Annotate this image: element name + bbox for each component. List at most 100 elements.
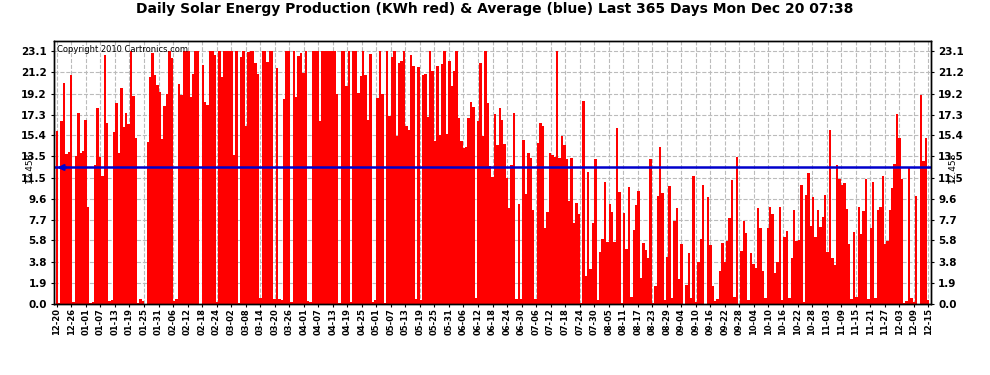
Bar bbox=[920, 94, 923, 304]
Bar bbox=[403, 51, 405, 304]
Bar bbox=[444, 51, 446, 304]
Bar bbox=[417, 67, 420, 304]
Text: 12.458: 12.458 bbox=[947, 152, 957, 183]
Bar bbox=[453, 70, 455, 304]
Bar bbox=[542, 126, 544, 304]
Bar bbox=[575, 202, 577, 304]
Bar bbox=[736, 157, 738, 304]
Bar bbox=[528, 153, 530, 304]
Bar bbox=[460, 141, 462, 304]
Bar bbox=[551, 155, 553, 304]
Bar bbox=[293, 51, 295, 304]
Bar bbox=[214, 55, 216, 304]
Bar bbox=[754, 268, 757, 304]
Bar bbox=[807, 173, 810, 304]
Bar bbox=[271, 51, 273, 304]
Bar bbox=[546, 212, 548, 304]
Bar bbox=[774, 273, 776, 304]
Bar bbox=[643, 243, 644, 304]
Bar bbox=[508, 208, 511, 304]
Bar bbox=[240, 57, 243, 304]
Bar bbox=[592, 223, 594, 304]
Bar bbox=[194, 51, 197, 304]
Bar bbox=[91, 303, 94, 304]
Bar bbox=[305, 51, 307, 304]
Bar bbox=[364, 75, 367, 304]
Bar bbox=[175, 299, 178, 304]
Bar bbox=[623, 213, 626, 304]
Bar bbox=[685, 285, 688, 304]
Bar bbox=[182, 51, 185, 304]
Bar bbox=[283, 99, 285, 304]
Bar bbox=[729, 218, 731, 304]
Bar bbox=[839, 179, 841, 304]
Bar bbox=[310, 302, 312, 304]
Bar bbox=[484, 51, 486, 304]
Bar bbox=[388, 116, 391, 304]
Bar bbox=[147, 141, 149, 304]
Bar bbox=[697, 262, 700, 304]
Bar bbox=[386, 51, 388, 304]
Bar bbox=[906, 302, 908, 304]
Bar bbox=[747, 300, 749, 304]
Bar bbox=[216, 302, 219, 304]
Bar bbox=[568, 201, 570, 304]
Bar bbox=[437, 66, 439, 304]
Bar bbox=[187, 51, 190, 304]
Bar bbox=[168, 51, 170, 304]
Bar bbox=[448, 62, 450, 304]
Bar bbox=[805, 195, 807, 304]
Bar bbox=[371, 302, 374, 304]
Bar bbox=[661, 193, 663, 304]
Bar bbox=[570, 158, 573, 304]
Text: Daily Solar Energy Production (KWh red) & Average (blue) Last 365 Days Mon Dec 2: Daily Solar Energy Production (KWh red) … bbox=[137, 2, 853, 16]
Bar bbox=[762, 271, 764, 304]
Bar bbox=[852, 232, 855, 304]
Bar bbox=[628, 187, 631, 304]
Bar bbox=[350, 302, 352, 304]
Bar bbox=[470, 102, 472, 304]
Bar bbox=[455, 51, 457, 304]
Bar bbox=[346, 86, 347, 304]
Bar bbox=[621, 303, 623, 304]
Bar bbox=[690, 298, 692, 304]
Bar bbox=[611, 212, 614, 304]
Bar bbox=[587, 172, 589, 304]
Bar bbox=[791, 258, 793, 304]
Bar bbox=[646, 258, 649, 304]
Bar bbox=[341, 51, 343, 304]
Bar bbox=[99, 157, 101, 304]
Bar bbox=[700, 239, 702, 304]
Bar bbox=[133, 96, 135, 304]
Bar bbox=[446, 134, 448, 304]
Bar bbox=[420, 300, 422, 304]
Bar bbox=[829, 130, 832, 304]
Bar bbox=[810, 225, 812, 304]
Bar bbox=[741, 252, 742, 304]
Bar bbox=[923, 161, 925, 304]
Bar bbox=[354, 51, 357, 304]
Bar bbox=[489, 166, 491, 304]
Bar bbox=[884, 244, 886, 304]
Bar bbox=[709, 245, 712, 304]
Bar bbox=[396, 136, 398, 304]
Bar bbox=[891, 188, 894, 304]
Bar bbox=[429, 51, 432, 304]
Bar bbox=[135, 138, 137, 304]
Bar bbox=[786, 231, 788, 304]
Bar bbox=[75, 156, 77, 304]
Bar bbox=[393, 51, 396, 304]
Bar bbox=[158, 92, 161, 304]
Bar bbox=[604, 182, 606, 304]
Bar bbox=[288, 51, 290, 304]
Bar bbox=[867, 299, 869, 304]
Bar bbox=[434, 141, 437, 304]
Bar bbox=[457, 118, 460, 304]
Bar bbox=[673, 221, 675, 304]
Bar bbox=[307, 301, 310, 304]
Bar bbox=[204, 102, 207, 304]
Bar bbox=[872, 182, 874, 304]
Bar bbox=[506, 178, 508, 304]
Bar bbox=[832, 258, 834, 304]
Bar bbox=[898, 138, 901, 304]
